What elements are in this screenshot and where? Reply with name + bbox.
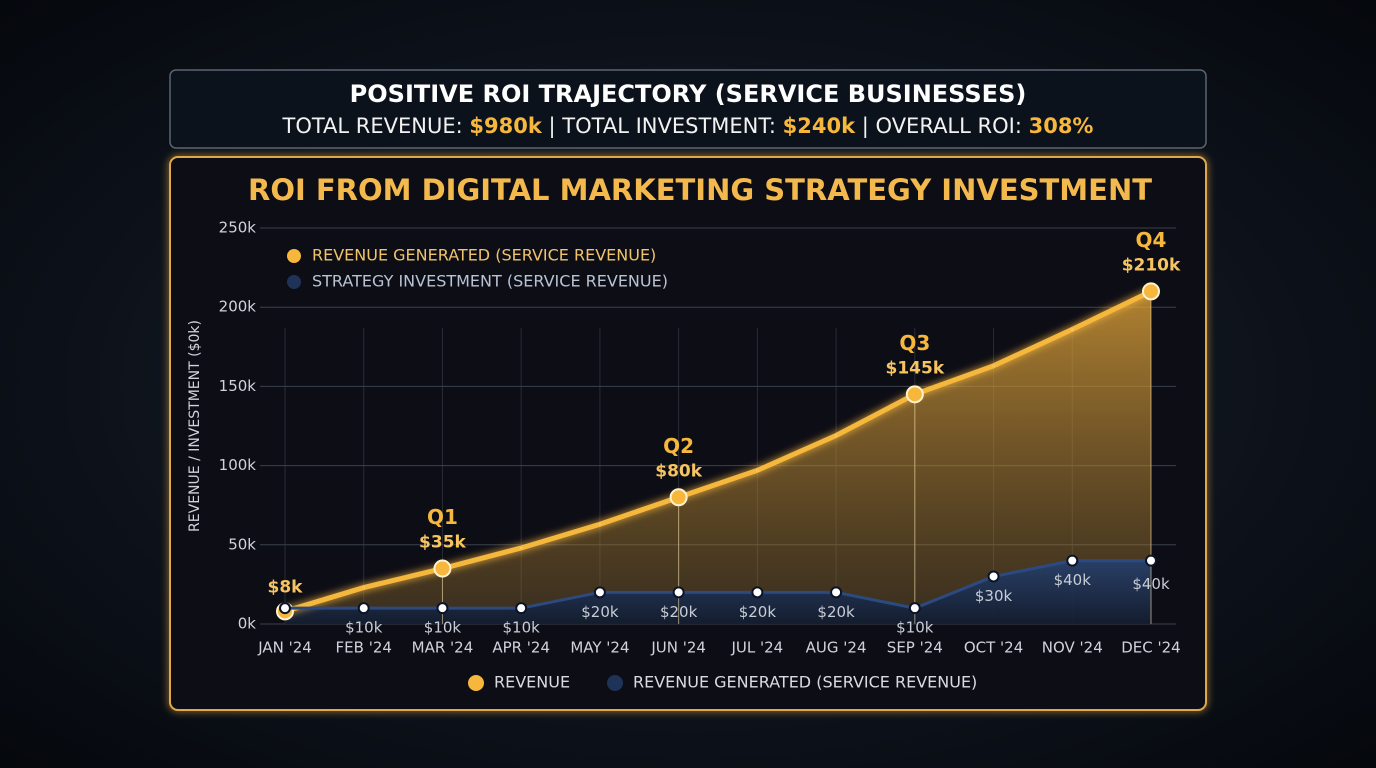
legend-label: REVENUE GENERATED (SERVICE REVENUE): [633, 673, 977, 692]
data-point: [436, 602, 449, 615]
data-point: [357, 602, 370, 615]
value-label: $30k: [975, 587, 1013, 605]
x-tick-label: JUL '24: [730, 639, 783, 657]
summary-value: $240k: [783, 114, 856, 138]
x-tick-label: OCT '24: [964, 639, 1023, 657]
value-label: $20k: [660, 603, 698, 621]
separator: |: [862, 114, 869, 139]
x-tick-label: JUN '24: [650, 639, 706, 657]
value-label: $210k: [1122, 255, 1181, 275]
data-point: [669, 488, 688, 507]
x-tick-label: APR '24: [492, 639, 550, 657]
series-line: [284, 289, 1153, 614]
value-label: $8k: [268, 577, 304, 597]
data-point: [1066, 554, 1079, 567]
series-line: [285, 559, 1151, 610]
x-tick-label: JAN '24: [257, 639, 312, 657]
value-label: $80k: [655, 461, 702, 481]
summary-value: 308%: [1029, 114, 1094, 138]
legend-label: REVENUE: [494, 673, 570, 692]
legend-swatch: [287, 249, 301, 263]
data-point: [830, 586, 843, 599]
data-point: [751, 586, 764, 599]
data-point: [279, 602, 291, 615]
value-label: $10k: [345, 619, 383, 637]
value-label: $35k: [419, 533, 466, 553]
data-point: [905, 385, 924, 404]
summary-label: TOTAL INVESTMENT:: [561, 114, 776, 138]
data-point: [672, 586, 685, 599]
quarter-label: Q3: [899, 331, 930, 355]
data-point: [1142, 282, 1160, 301]
x-tick-label: DEC '24: [1121, 639, 1180, 657]
value-label: $40k: [1132, 575, 1170, 593]
legend-label: STRATEGY INVESTMENT (SERVICE REVENUE): [312, 272, 668, 291]
y-tick-label: 100k: [219, 456, 257, 474]
chart-title: ROI FROM DIGITAL MARKETING STRATEGY INVE…: [248, 173, 1152, 207]
y-tick-label: 0k: [238, 615, 257, 633]
value-label: $10k: [896, 619, 934, 637]
value-label: $145k: [886, 358, 945, 378]
separator: |: [549, 114, 556, 139]
data-point: [1145, 554, 1157, 567]
x-tick-label: MAY '24: [570, 639, 629, 657]
header-box: [169, 69, 1207, 149]
legend-label: REVENUE GENERATED (SERVICE REVENUE): [312, 246, 656, 265]
data-point: [433, 559, 452, 578]
header-title: POSITIVE ROI TRAJECTORY (SERVICE BUSINES…: [350, 80, 1027, 108]
legend-swatch: [607, 675, 623, 691]
data-point: [515, 602, 528, 615]
summary-label: OVERALL ROI:: [876, 114, 1022, 138]
value-label: $20k: [581, 603, 619, 621]
x-tick-label: AUG '24: [806, 639, 867, 657]
data-point: [593, 586, 606, 599]
quarter-label: Q1: [427, 505, 458, 529]
y-tick-label: 250k: [219, 219, 257, 237]
y-tick-label: 50k: [228, 535, 256, 553]
value-label: $40k: [1054, 571, 1092, 589]
summary-label: TOTAL REVENUE:: [282, 114, 463, 138]
x-tick-label: NOV '24: [1042, 639, 1103, 657]
y-tick-label: 200k: [219, 298, 257, 316]
value-label: $10k: [424, 619, 462, 637]
legend-swatch: [468, 675, 484, 691]
quarter-label: Q4: [1136, 228, 1167, 252]
value-label: $20k: [817, 603, 855, 621]
summary-value: $980k: [469, 114, 542, 138]
value-label: $20k: [739, 603, 777, 621]
data-point: [987, 570, 1000, 583]
series-area: [285, 291, 1151, 624]
header-summary: TOTAL REVENUE: $980k | TOTAL INVESTMENT:…: [282, 114, 1094, 139]
y-tick-label: 150k: [219, 377, 257, 395]
x-tick-label: SEP '24: [887, 639, 943, 657]
y-axis-label: REVENUE / INVESTMENT ($0k): [187, 320, 203, 532]
quarter-label: Q2: [663, 434, 694, 458]
x-tick-label: MAR '24: [412, 639, 474, 657]
value-label: $10k: [503, 619, 541, 637]
x-tick-label: FEB '24: [336, 639, 392, 657]
plot: 0k 50k 100k 150k 200k 250k JAN '24 FEB '24 MAR '…: [219, 219, 1181, 692]
legend-swatch: [287, 275, 301, 289]
data-point: [908, 602, 921, 615]
